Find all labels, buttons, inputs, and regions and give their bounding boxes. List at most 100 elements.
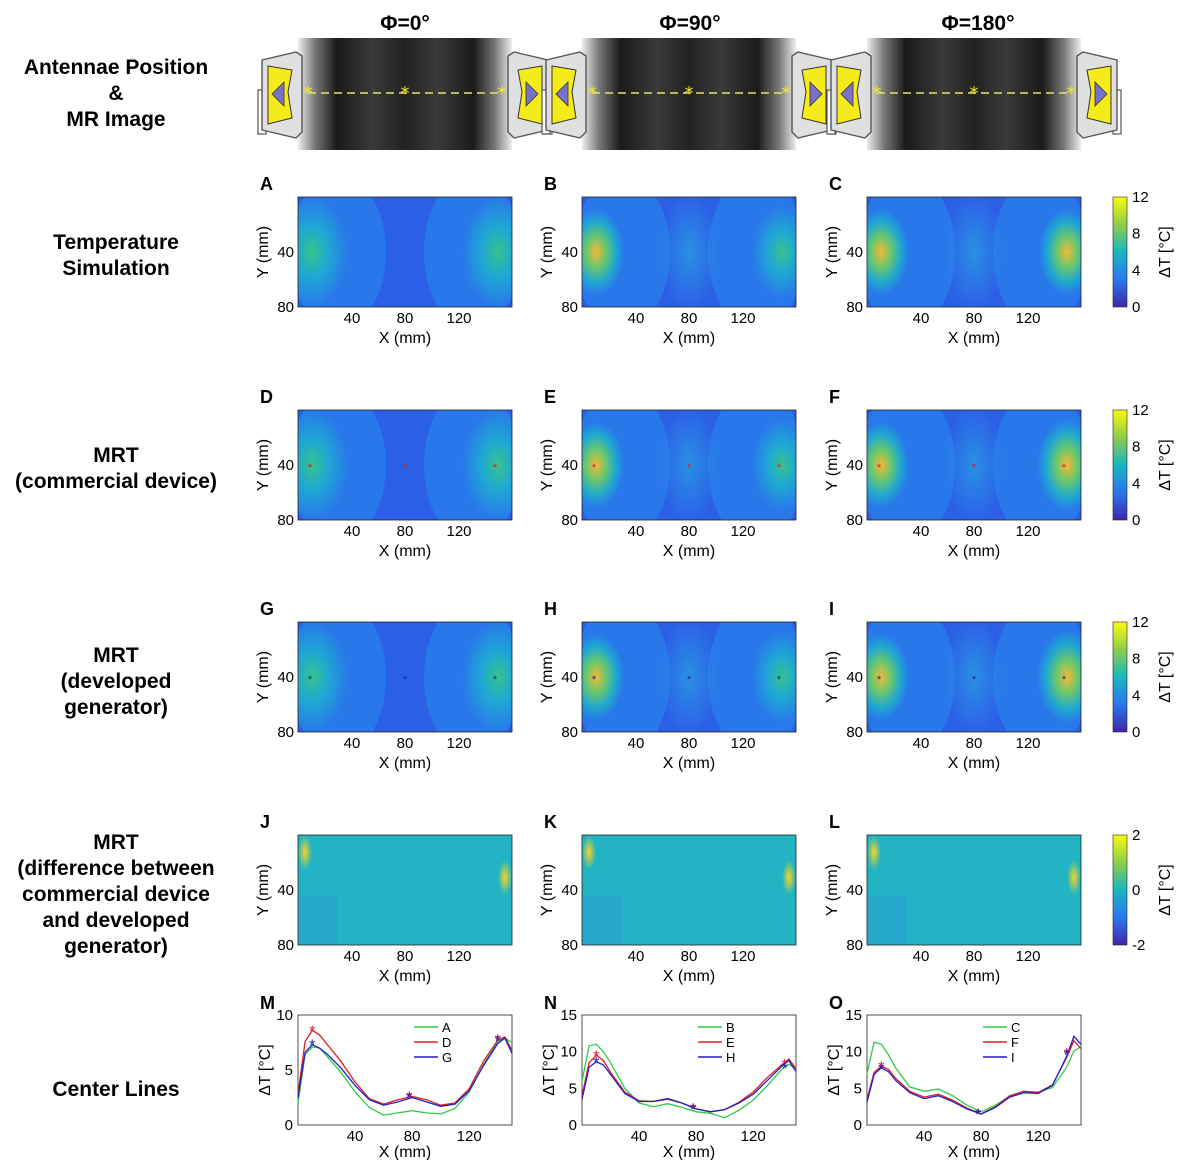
y-axis-label: ΔT [°C]	[826, 1044, 843, 1095]
antenna-icon	[257, 51, 303, 139]
star-marker: *	[403, 462, 408, 474]
heatmap-clip	[867, 835, 1081, 945]
star-marker: *	[1067, 83, 1076, 104]
colorbar-tick-label: 0	[1132, 512, 1140, 529]
star-marker: *	[877, 462, 882, 474]
panel-letter: O	[829, 993, 843, 1013]
x-axis-label: X (mm)	[379, 1144, 431, 1160]
star-marker: *	[972, 462, 977, 474]
y-axis-label: Y (mm)	[539, 864, 556, 916]
heatmap-clip	[298, 197, 512, 307]
hot-spot	[462, 197, 512, 307]
colorbar-label: ΔT [°C]	[1157, 439, 1174, 490]
colorbar	[1112, 834, 1128, 946]
star-marker: *	[975, 1106, 981, 1123]
colorbar-tick-label: 12	[1132, 189, 1149, 206]
panel-letter: C	[829, 174, 842, 194]
heatmap: C 40 80 120 X (mm) 40 80 Y (mm)	[824, 174, 1082, 347]
x-axis-label: X (mm)	[663, 330, 715, 347]
x-tick-label: 40	[913, 735, 930, 752]
star-marker: *	[878, 1059, 884, 1076]
heatmap-clip: * * *	[298, 622, 512, 732]
x-tick-label: 80	[681, 523, 698, 540]
hot-spot	[582, 208, 624, 296]
difference-region	[867, 895, 907, 945]
x-tick-label: 120	[446, 948, 471, 965]
row-label: commercial device	[22, 883, 210, 906]
x-tick-label: 80	[681, 310, 698, 327]
x-tick-label: 80	[688, 1128, 705, 1145]
x-tick-label: 120	[1015, 523, 1040, 540]
star-marker: *	[493, 674, 498, 686]
hot-spot	[298, 410, 348, 520]
star-marker: *	[1064, 1048, 1070, 1065]
heatmap-frame	[866, 834, 1082, 946]
legend-entry: B	[726, 1020, 735, 1035]
star-marker: *	[406, 1089, 412, 1106]
x-tick-label: 120	[446, 735, 471, 752]
y-axis-label: Y (mm)	[539, 226, 556, 278]
heatmap-clip: * * *	[867, 622, 1081, 732]
y-axis-label: Y (mm)	[824, 864, 841, 916]
y-axis-label: Y (mm)	[255, 864, 272, 916]
x-tick-label: 120	[1015, 735, 1040, 752]
x-tick-label: 120	[741, 1128, 766, 1145]
y-axis-label: Y (mm)	[539, 439, 556, 491]
x-tick-label: 120	[1015, 948, 1040, 965]
legend: ADG	[414, 1020, 452, 1065]
x-tick-label: 40	[916, 1128, 933, 1145]
star-marker: *	[593, 1048, 599, 1065]
panel-letter: B	[544, 174, 557, 194]
hot-spot	[1037, 418, 1081, 512]
x-axis-label: X (mm)	[379, 968, 431, 985]
star-marker: *	[304, 83, 313, 104]
series-line-D	[297, 1029, 513, 1106]
x-axis-label: X (mm)	[663, 755, 715, 772]
x-tick-label: 80	[404, 1128, 421, 1145]
heatmap-center-lobe	[659, 197, 719, 307]
antenna-feed	[840, 81, 854, 107]
colorbar-tick-label: 12	[1132, 614, 1149, 631]
y-tick-label: 0	[854, 1117, 862, 1134]
mr-image	[298, 38, 512, 150]
x-tick-label: 40	[913, 948, 930, 965]
antenna-icon	[541, 51, 587, 139]
legend-entry: E	[726, 1035, 735, 1050]
star-marker: *	[588, 83, 597, 104]
y-tick-label: 10	[276, 1007, 293, 1024]
y-tick-label: 80	[561, 299, 578, 316]
y-tick-label: 80	[561, 724, 578, 741]
star-marker: *	[592, 674, 597, 686]
series-line-G	[297, 1037, 513, 1107]
y-tick-label: 40	[846, 244, 863, 261]
x-tick-label: 40	[631, 1128, 648, 1145]
heatmap-center-lobe	[944, 410, 1004, 520]
colorbar	[1112, 196, 1128, 308]
heatmap-center-lobe	[944, 622, 1004, 732]
panel-letter: K	[544, 812, 557, 832]
y-tick-label: 80	[277, 512, 294, 529]
y-tick-label: 40	[277, 244, 294, 261]
antenna-feed	[1094, 81, 1108, 107]
x-tick-label: 40	[344, 948, 361, 965]
column-header: Φ=0°	[380, 12, 430, 35]
y-tick-label: 80	[561, 512, 578, 529]
y-axis-label: Y (mm)	[824, 226, 841, 278]
legend-entry: H	[726, 1050, 735, 1065]
heatmap: J 40 80 120 X (mm) 40 80 Y (mm)	[255, 812, 513, 985]
colorbar-label: ΔT [°C]	[1157, 651, 1174, 702]
difference-spot	[867, 835, 881, 870]
heatmap-clip	[298, 835, 512, 945]
star-marker: *	[687, 462, 692, 474]
y-tick-label: 40	[561, 457, 578, 474]
heatmap-frame	[581, 834, 797, 946]
row-label: Temperature	[53, 231, 179, 254]
difference-spot	[1067, 860, 1081, 895]
star-marker: *	[308, 462, 313, 474]
colorbar-tick-label: -2	[1132, 937, 1145, 954]
star-marker: *	[308, 674, 313, 686]
column-header: Φ=90°	[659, 12, 720, 35]
colorbar-tick-label: 8	[1132, 651, 1140, 668]
star-marker: *	[975, 1107, 981, 1124]
